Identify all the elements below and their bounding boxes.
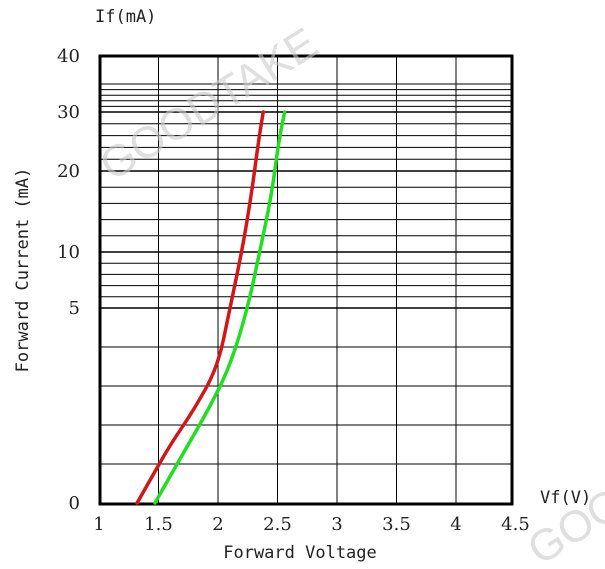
y-tick-label: 20 [57, 161, 80, 182]
y-tick-label: 0 [69, 493, 80, 514]
y-tick-labels: 0 5 10 20 30 40 [57, 46, 80, 514]
series-line-2 [153, 110, 287, 505]
x-tick-label: 3.5 [382, 514, 411, 535]
y-axis-title: If(mA) [95, 7, 156, 27]
series-group [135, 110, 287, 505]
x-axis-title: Vf(V) [540, 488, 591, 508]
x-axis-label: Forward Voltage [223, 543, 377, 563]
y-tick-label: 30 [57, 102, 80, 123]
watermark-good: GOOD [519, 462, 605, 569]
x-tick-label: 1.5 [144, 514, 173, 535]
x-tick-label: 1 [93, 514, 104, 535]
x-tick-label: 2 [212, 514, 223, 535]
grid [100, 56, 512, 504]
y-tick-label: 40 [57, 46, 80, 67]
y-tick-label: 10 [57, 242, 80, 263]
plot-frame [98, 54, 514, 506]
series-line-1 [135, 110, 265, 505]
x-tick-label: 4 [450, 514, 461, 535]
watermark-goodtake: GOODTAKE [91, 19, 326, 191]
x-tick-label: 3 [331, 514, 342, 535]
x-tick-label: 4.5 [501, 514, 530, 535]
y-axis-label: Forward Current (mA) [13, 168, 33, 373]
x-tick-label: 2.5 [263, 514, 292, 535]
y-tick-label: 5 [69, 298, 80, 319]
x-tick-labels: 1 1.5 2 2.5 3 3.5 4 4.5 [93, 514, 530, 535]
